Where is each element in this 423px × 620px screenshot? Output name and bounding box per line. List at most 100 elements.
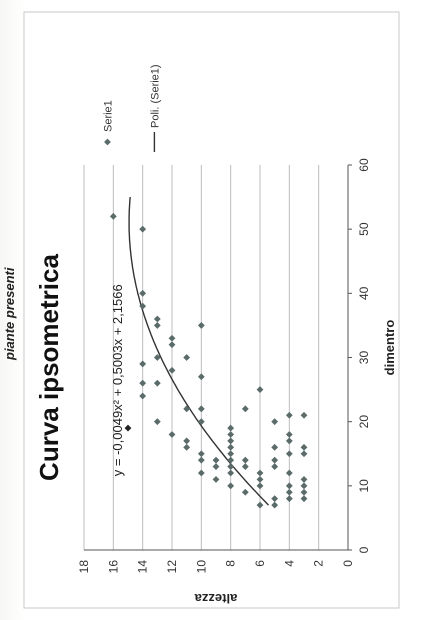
data-point — [227, 463, 235, 470]
data-point — [285, 469, 293, 477]
y-tick-label: 10 — [194, 560, 208, 574]
y-tick-label: 18 — [77, 560, 91, 574]
legend-label-trend: Poli. (Serie1) — [149, 64, 161, 128]
data-point — [256, 386, 264, 393]
data-point — [300, 443, 308, 451]
data-point — [285, 450, 293, 458]
data-point — [227, 450, 235, 458]
data-point — [271, 456, 279, 464]
x-tick-labels: 0 10 20 30 40 50 60 — [348, 158, 371, 553]
data-point — [197, 373, 205, 381]
data-point — [227, 456, 235, 464]
scatter-points — [109, 212, 308, 509]
data-point — [153, 354, 161, 361]
data-point — [300, 411, 308, 419]
x-tick-label: 10 — [357, 479, 371, 493]
data-point — [285, 488, 293, 496]
data-point — [256, 469, 264, 477]
data-point — [227, 431, 235, 438]
x-tick-label: 60 — [357, 158, 371, 172]
trendline-equation: y = -0,0049x² + 0,5003x + 2,1566 — [110, 284, 125, 476]
data-point — [285, 495, 293, 503]
y-tick-label: 6 — [253, 560, 267, 567]
y-tick-label: 0 — [341, 560, 355, 567]
data-point — [168, 341, 176, 349]
data-point — [256, 482, 264, 490]
data-point — [212, 456, 220, 464]
data-point — [300, 482, 308, 490]
data-point — [139, 392, 147, 400]
data-point — [212, 463, 220, 470]
data-point — [183, 437, 191, 445]
data-point — [139, 302, 147, 310]
data-point — [285, 437, 293, 445]
data-point — [271, 501, 279, 509]
legend: Serie1 Poli. (Serie1) — [102, 64, 161, 152]
x-tick-label: 50 — [357, 222, 371, 236]
data-point — [241, 488, 249, 496]
data-point-highlighted — [124, 424, 132, 432]
data-point — [153, 379, 161, 387]
data-point — [227, 469, 235, 477]
data-point — [153, 315, 161, 323]
data-point — [183, 354, 191, 361]
rotated-chart: 0 2 4 6 8 10 12 14 16 18 0 10 20 30 40 50 60 Curva ipso… — [23, 11, 400, 609]
trendline-curve — [128, 197, 270, 506]
data-point — [227, 437, 235, 445]
data-point — [197, 456, 205, 464]
data-point — [197, 418, 205, 426]
data-point — [227, 424, 235, 432]
data-point — [271, 495, 279, 503]
data-point — [271, 463, 279, 470]
y-axis-label: altezza — [194, 591, 237, 606]
data-point — [241, 456, 249, 464]
data-point — [256, 476, 264, 483]
data-point — [212, 476, 220, 483]
data-point — [285, 431, 293, 438]
y-tick-label: 16 — [106, 560, 120, 574]
x-tick-label: 40 — [357, 286, 371, 300]
data-point — [300, 476, 308, 483]
x-tick-label: 20 — [357, 415, 371, 429]
y-tick-label: 14 — [136, 560, 150, 574]
x-tick-label: 0 — [357, 546, 371, 553]
legend-marker-serie1 — [104, 138, 111, 146]
data-point — [300, 488, 308, 496]
data-point — [197, 322, 205, 329]
data-point — [139, 289, 147, 297]
data-point — [300, 495, 308, 503]
data-point — [197, 469, 205, 477]
chart-area — [23, 11, 400, 609]
data-point — [241, 463, 249, 470]
y-tick-label: 4 — [282, 560, 296, 567]
trendline — [128, 197, 270, 506]
data-point — [227, 443, 235, 451]
data-point — [139, 379, 147, 387]
data-point — [197, 405, 205, 413]
data-point — [300, 450, 308, 458]
data-point — [271, 418, 279, 426]
chart-title: Curva ipsometrica — [34, 254, 64, 481]
data-point — [285, 482, 293, 490]
data-point — [153, 418, 161, 426]
y-tick-label: 2 — [312, 560, 326, 567]
y-tick-label: 8 — [224, 560, 238, 567]
y-tick-label: 12 — [165, 560, 179, 574]
x-tick-label: 30 — [357, 351, 371, 365]
data-point — [183, 405, 191, 413]
data-point — [153, 322, 161, 329]
data-point — [197, 450, 205, 458]
data-point — [256, 501, 264, 509]
data-point — [183, 443, 191, 451]
legend-label-serie1: Serie1 — [102, 100, 114, 132]
y-tick-labels: 0 2 4 6 8 10 12 14 16 18 — [77, 560, 355, 574]
data-point — [168, 366, 176, 374]
data-point — [241, 405, 249, 413]
data-point — [139, 360, 147, 368]
data-point — [285, 411, 293, 419]
x-axis-label: dimentro — [382, 320, 397, 376]
data-point — [271, 443, 279, 451]
data-point — [227, 482, 235, 490]
